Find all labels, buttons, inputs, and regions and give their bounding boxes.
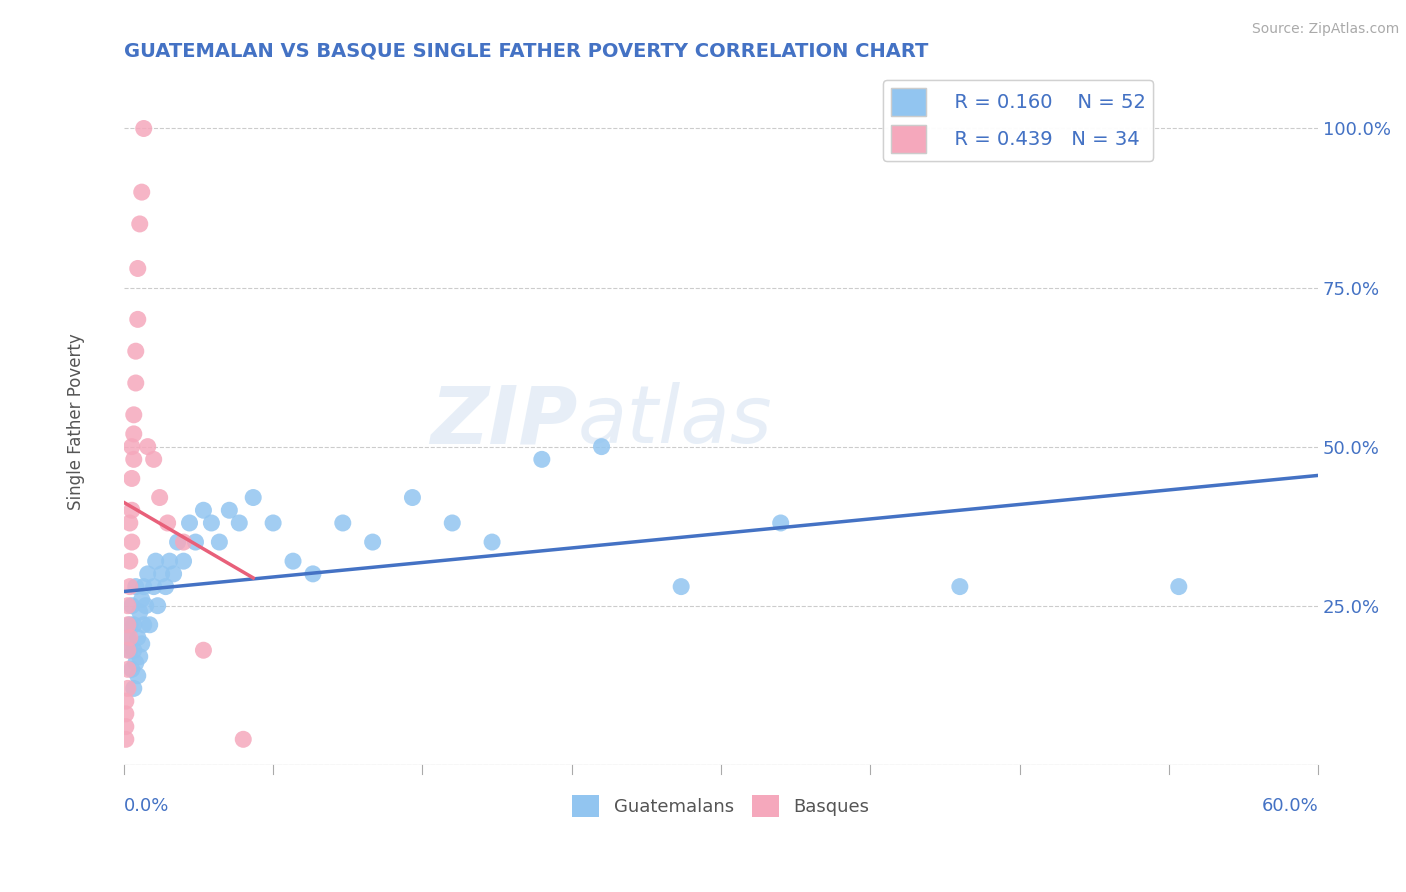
Text: Single Father Poverty: Single Father Poverty [67,333,84,509]
Point [193,643,215,657]
Point [128,605,150,619]
Point [118,516,141,530]
Point [131,185,153,199]
Point [156,516,179,530]
Point [121,599,143,613]
Point [125,344,148,359]
Point [118,580,141,594]
Point [281,554,304,568]
Point [114,732,136,747]
Point [114,694,136,708]
Text: GUATEMALAN VS BASQUE SINGLE FATHER POVERTY CORRELATION CHART: GUATEMALAN VS BASQUE SINGLE FATHER POVER… [124,42,928,61]
Point [132,121,155,136]
Point [131,637,153,651]
Point [218,503,240,517]
Point [136,566,159,581]
Legend:   R = 0.160    N = 52,   R = 0.439   N = 34: R = 0.160 N = 52, R = 0.439 N = 34 [883,80,1153,161]
Point [117,631,139,645]
Point [132,580,155,594]
Point [302,566,325,581]
Point [142,580,165,594]
Point [121,662,143,676]
Point [669,580,692,594]
Point [132,617,155,632]
Point [121,471,143,485]
Point [125,656,148,670]
Point [769,516,792,530]
Point [117,681,139,696]
Point [122,617,145,632]
Point [122,452,145,467]
Point [193,503,215,517]
Point [150,566,173,581]
Text: 60.0%: 60.0% [1261,797,1319,814]
Point [200,516,222,530]
Point [228,516,250,530]
Point [127,668,149,682]
Point [441,516,464,530]
Text: ZIP: ZIP [430,382,578,460]
Point [949,580,972,594]
Point [125,376,148,390]
Point [173,535,195,549]
Point [138,617,160,632]
Point [122,426,145,441]
Point [114,706,136,721]
Point [208,535,231,549]
Point [121,503,143,517]
Point [262,516,284,530]
Point [1167,580,1189,594]
Point [136,440,159,454]
Point [121,535,143,549]
Point [118,631,141,645]
Point [122,681,145,696]
Point [127,312,149,326]
Point [127,631,149,645]
Point [118,554,141,568]
Point [591,440,613,454]
Point [117,643,139,657]
Point [117,662,139,676]
Point [159,554,181,568]
Point [162,566,184,581]
Point [122,408,145,422]
Point [145,554,167,568]
Point [530,452,553,467]
Point [232,732,254,747]
Point [332,516,354,530]
Point [242,491,264,505]
Point [401,491,423,505]
Point [361,535,384,549]
Point [128,649,150,664]
Point [128,217,150,231]
Point [179,516,201,530]
Point [118,617,141,632]
Point [122,643,145,657]
Point [117,599,139,613]
Point [118,643,141,657]
Point [135,599,157,613]
Point [117,617,139,632]
Point [125,580,148,594]
Point [146,599,169,613]
Point [142,452,165,467]
Point [166,535,188,549]
Point [184,535,207,549]
Point [155,580,177,594]
Point [121,440,143,454]
Text: atlas: atlas [578,382,772,460]
Point [173,554,195,568]
Point [114,720,136,734]
Point [149,491,172,505]
Text: 0.0%: 0.0% [124,797,169,814]
Text: Source: ZipAtlas.com: Source: ZipAtlas.com [1251,22,1399,37]
Point [481,535,503,549]
Point [131,592,153,607]
Point [127,261,149,276]
